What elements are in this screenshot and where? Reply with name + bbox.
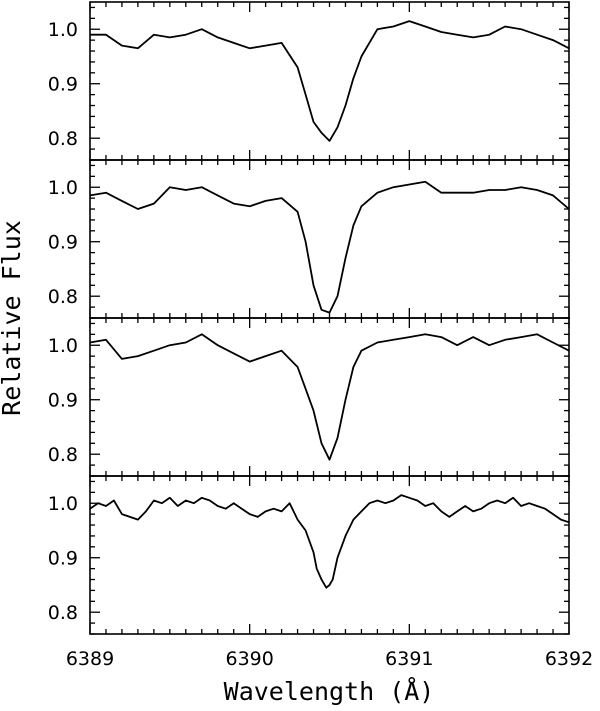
y-axis-title: Relative Flux	[0, 220, 26, 416]
y-tick-label: 0.9	[48, 390, 78, 412]
y-tick-label: 1.0	[48, 335, 78, 357]
y-tick-label: 0.8	[48, 128, 78, 150]
x-axis: 6389 6390 6391 6392	[66, 648, 593, 670]
x-tick-label: 6391	[385, 648, 433, 670]
panels: 0.8 0.9 1.0 0.8 0.9 1.0 0.8 0.9 1.0 0.8 0.9 1.0	[48, 1, 570, 635]
x-tick-label: 6390	[225, 648, 273, 670]
y-tick-label: 1.0	[48, 19, 78, 41]
y-tick-label: 0.8	[48, 286, 78, 308]
panel-4: 0.8 0.9 1.0	[48, 475, 570, 635]
panel-2: 0.8 0.9 1.0	[48, 159, 570, 319]
panel-3: 0.8 0.9 1.0	[48, 317, 570, 477]
spectrum-line	[89, 494, 570, 589]
x-tick-label: 6392	[545, 648, 593, 670]
panel-frame	[89, 1, 570, 161]
spectrum-line	[89, 180, 570, 314]
y-tick-label: 1.0	[48, 493, 78, 515]
panel-frame	[89, 159, 570, 319]
y-tick-label: 0.9	[48, 232, 78, 254]
y-tick-label: 0.9	[48, 548, 78, 570]
x-axis-title: Wavelength (Å)	[224, 677, 435, 706]
panel-1: 0.8 0.9 1.0	[48, 1, 570, 161]
spectrum-line	[89, 333, 570, 461]
spectrum-line	[90, 20, 570, 142]
y-tick-label: 0.8	[48, 602, 78, 624]
y-tick-label: 0.9	[48, 74, 78, 96]
y-tick-label: 0.8	[48, 444, 78, 466]
x-tick-label: 6389	[66, 648, 114, 670]
y-tick-label: 1.0	[48, 177, 78, 199]
